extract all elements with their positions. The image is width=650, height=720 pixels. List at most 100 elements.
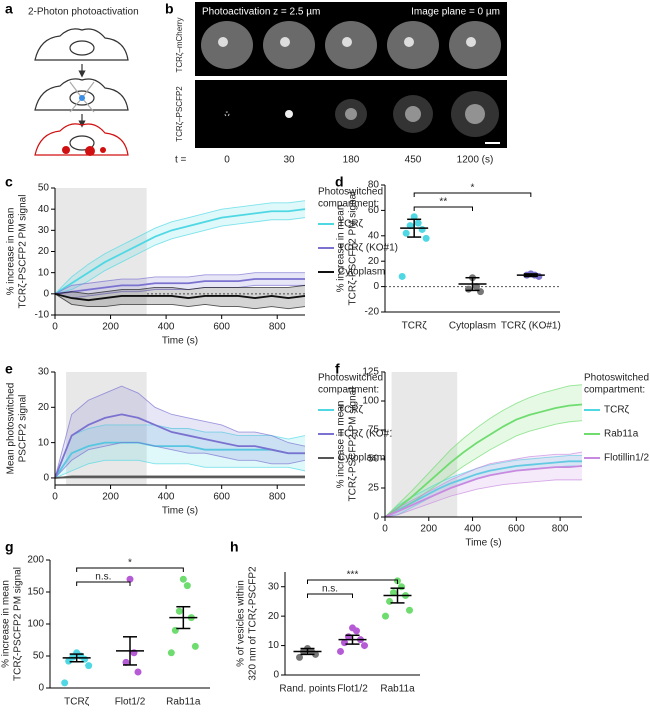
- x-tick-label: 600: [508, 524, 525, 535]
- data-point: [386, 597, 393, 605]
- y-tick-label: 50: [38, 183, 50, 194]
- cell-spot: [224, 111, 230, 117]
- y-axis-label: TCRζ-PSCFP2 PM signal: [348, 388, 359, 502]
- stimulus-shade: [391, 372, 458, 517]
- y-axis-label: TCRζ-PSCFP2 PM signal: [13, 567, 24, 681]
- band-edge: [54, 385, 306, 479]
- x-tick-label: TCRζ: [64, 697, 90, 708]
- y-tick-label: 100: [362, 396, 379, 407]
- y-tick-label: 0: [43, 288, 49, 299]
- y-axis-label: Mean photoswitched: [6, 383, 17, 475]
- cell-spot: [466, 37, 476, 47]
- y-tick-label: 0: [43, 473, 49, 484]
- x-tick-label: 800: [269, 322, 286, 333]
- y-tick-label: 30: [268, 581, 280, 592]
- activation-spot: [79, 95, 85, 101]
- band-edge: [54, 459, 306, 479]
- data-point: [134, 668, 142, 676]
- x-axis-label: Time (s): [465, 538, 501, 549]
- y-tick-label: 100: [27, 619, 44, 630]
- y-tick-label: 20: [38, 246, 50, 257]
- significance-bracket: [307, 593, 353, 598]
- cell-image: [393, 95, 433, 133]
- data-point: [122, 658, 130, 666]
- band-edge: [384, 384, 583, 518]
- panel-label: e: [5, 361, 13, 377]
- time-value: 450: [405, 155, 422, 166]
- cell-spot: [404, 37, 414, 47]
- x-tick-label: 400: [158, 492, 175, 503]
- data-point: [175, 607, 183, 615]
- x-tick-label: Rand. points: [279, 684, 335, 695]
- error-band: [55, 386, 305, 478]
- data-point: [361, 642, 368, 650]
- schematic: [34, 28, 129, 156]
- legend-title: Photoswitched: [318, 373, 383, 384]
- y-axis-label: % of vesicles within: [236, 580, 247, 667]
- time-label: t =: [175, 155, 187, 166]
- y-tick-label: 0: [373, 512, 379, 523]
- band-edge: [54, 284, 306, 295]
- x-tick-label: TCRζ (KO#1): [501, 321, 561, 332]
- legend-label: Rab11a: [604, 429, 639, 440]
- significance-label: ***: [347, 570, 359, 581]
- data-point: [414, 219, 422, 227]
- row-label: TCRζ–mCherry: [175, 17, 184, 72]
- y-tick-label: -10: [35, 310, 50, 321]
- series-line: [54, 208, 306, 295]
- time-value: 0: [224, 155, 230, 166]
- y-tick-label: 0: [38, 683, 44, 694]
- series-line: [384, 465, 583, 518]
- legend-title: compartment:: [584, 385, 645, 396]
- legend-label: Flotillin1/2: [604, 453, 649, 464]
- y-axis-label: % increase in mean: [336, 401, 347, 489]
- error-band: [55, 272, 305, 299]
- y-axis-label: TCRζ-PSCFP2 PM signal: [18, 195, 29, 309]
- band-edge: [384, 420, 583, 518]
- y-tick-label: 75: [368, 425, 380, 436]
- data-point: [126, 575, 134, 583]
- panel-label: d: [335, 174, 344, 190]
- legend-label: TCRζ: [338, 219, 364, 230]
- x-tick-label: 800: [552, 524, 569, 535]
- vesicle: [62, 146, 70, 154]
- data-point: [418, 225, 426, 233]
- stimulus-shade: [55, 188, 147, 315]
- x-tick-label: Cytoplasm: [449, 321, 496, 332]
- data-point: [183, 582, 191, 590]
- legend-title: compartment:: [318, 385, 379, 396]
- nucleus: [69, 40, 95, 56]
- band-edge: [54, 217, 306, 295]
- y-axis-label: % increase in mean: [336, 205, 347, 293]
- micrograph-title: Photoactivation z = 2.5 µm: [202, 7, 320, 18]
- x-tick-label: TCRζ: [402, 321, 428, 332]
- series-line: [54, 475, 305, 479]
- cell-spot: [342, 37, 352, 47]
- y-tick-label: -20: [365, 307, 380, 318]
- x-tick-label: 200: [102, 322, 119, 333]
- x-tick-label: 0: [52, 322, 58, 333]
- x-tick-label: 800: [269, 492, 286, 503]
- y-tick-label: 10: [268, 640, 280, 651]
- x-axis-label: Time (s): [162, 506, 198, 517]
- data-point: [296, 653, 303, 661]
- y-axis-label: TCRζ-PSCFP2 PM signal: [348, 192, 359, 306]
- x-tick-label: 600: [213, 492, 230, 503]
- panel-label: g: [5, 539, 14, 555]
- significance-label: *: [128, 558, 132, 569]
- data-point: [398, 272, 406, 280]
- band-edge: [54, 293, 306, 310]
- data-point: [473, 283, 480, 291]
- series-line: [54, 441, 305, 479]
- y-tick-label: 50: [33, 651, 45, 662]
- data-point: [191, 642, 199, 650]
- time-value: 1200 (s): [457, 155, 494, 166]
- cell-spot: [285, 110, 293, 118]
- vesicle: [100, 147, 106, 153]
- time-value: 180: [343, 155, 360, 166]
- data-point: [465, 285, 472, 293]
- band-edge: [384, 451, 583, 518]
- data-point: [179, 575, 187, 583]
- panel-label: h: [230, 539, 239, 555]
